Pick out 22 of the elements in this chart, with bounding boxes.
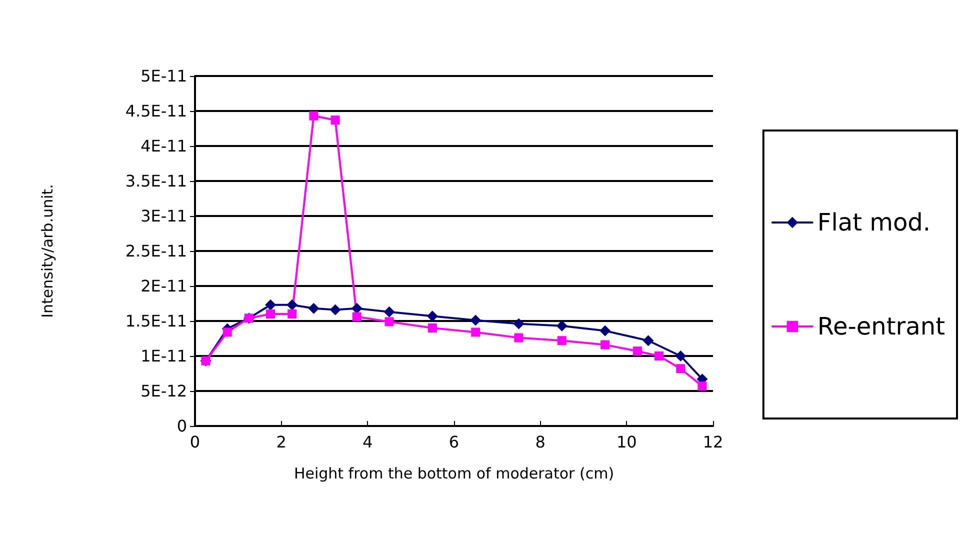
- y-tick-label: 3E-11: [140, 206, 187, 226]
- legend-label: Flat mod.: [817, 208, 931, 236]
- y-tick-label: 5E-11: [140, 66, 187, 86]
- y-tick-label: 2E-11: [140, 276, 187, 296]
- y-tick-label: 3.5E-11: [125, 172, 187, 190]
- y-tick-label: 5E-12: [140, 382, 187, 400]
- x-tick-label: 6: [448, 432, 460, 452]
- x-tick-label: 4: [362, 432, 373, 452]
- x-tick-label: 8: [535, 432, 546, 452]
- y-tick-label: 4.5E-11: [125, 102, 187, 120]
- x-tick-label: 12: [702, 432, 724, 452]
- y-axis-title: Intensity/arb.unit.: [38, 184, 56, 318]
- y-tick-label: 2.5E-11: [125, 242, 187, 260]
- x-tick-label: 0: [190, 432, 200, 452]
- x-tick-label: 2: [276, 432, 286, 452]
- y-tick-label: 1.5E-11: [125, 312, 187, 330]
- y-tick-label: 1E-11: [140, 346, 187, 366]
- x-tick-label: 10: [616, 432, 637, 452]
- y-tick-label: 4E-11: [140, 136, 187, 156]
- x-axis-title: Height from the bottom of moderator (cm): [294, 464, 614, 482]
- y-tick-label: 0: [176, 416, 187, 436]
- legend-label: Re-entrant: [817, 312, 946, 340]
